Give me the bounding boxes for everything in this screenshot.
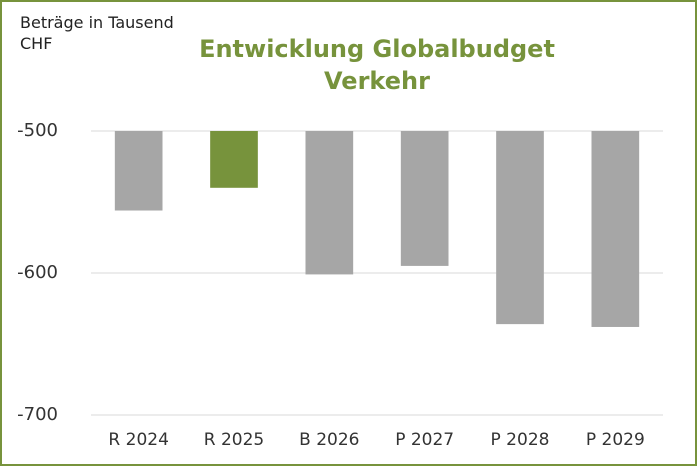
x-tick-label: P 2029 [586,430,645,450]
y-axis-label: Beträge in Tausend CHF [20,13,174,53]
y-tick-label: -600 [17,262,58,283]
x-tick-label: P 2027 [395,430,454,450]
x-tick-label: B 2026 [299,430,359,450]
bar [305,131,354,275]
x-tick-label: R 2024 [108,430,168,450]
x-tick-label: P 2028 [491,430,550,450]
x-tick-label: R 2025 [204,430,264,450]
bar [496,131,544,325]
bar [114,131,163,211]
y-tick-label: -500 [17,120,58,141]
bar [591,131,640,327]
y-tick-label: -700 [17,404,58,425]
chart-title: Entwicklung Globalbudget Verkehr [199,35,555,95]
bar [400,131,449,266]
bar [210,131,258,188]
